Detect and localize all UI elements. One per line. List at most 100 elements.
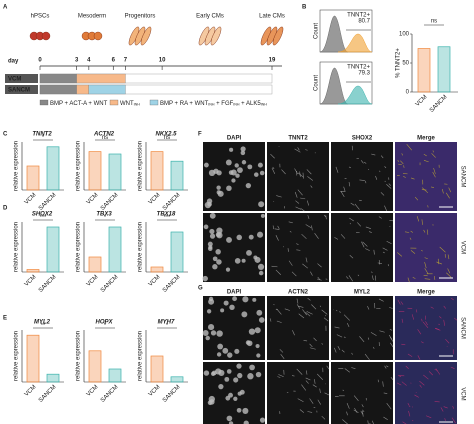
significance: * <box>166 323 169 329</box>
nucleus <box>259 170 265 176</box>
legend-part: BMP + ACT-A + WNT <box>50 101 108 107</box>
fiber <box>309 343 313 348</box>
fiber <box>291 271 297 277</box>
x-tick-label: VCM <box>148 274 162 288</box>
fiber <box>314 379 316 384</box>
x-tick-label: VCM <box>24 192 38 206</box>
fiber <box>305 257 308 263</box>
fiber <box>405 365 409 369</box>
gate-label: TNNT2+ <box>347 13 370 19</box>
nucleus <box>217 190 224 197</box>
fiber <box>383 392 388 394</box>
y-axis-label: relative expression <box>76 141 82 191</box>
fiber <box>284 308 290 311</box>
fiber <box>336 334 343 338</box>
fiber <box>452 405 455 409</box>
fiber <box>317 399 322 405</box>
nucleus <box>241 258 246 263</box>
x-tick-label: SANCM <box>162 384 182 404</box>
significance: ns <box>431 19 437 25</box>
nucleus <box>207 201 212 207</box>
stage-label: Progenitors <box>125 14 156 20</box>
fiber <box>379 170 381 173</box>
nucleus <box>216 352 222 357</box>
fiber <box>346 411 348 416</box>
nucleus <box>242 296 249 303</box>
fiber <box>360 410 364 415</box>
fiber <box>379 330 385 333</box>
nucleus <box>217 343 224 350</box>
gate-value: 80.7 <box>358 19 370 25</box>
fiber <box>423 160 429 163</box>
stage-label: Mesoderm <box>78 14 106 20</box>
panel-label: E <box>3 316 7 322</box>
fiber <box>407 403 410 406</box>
x-tick-label: SANCM <box>38 384 58 404</box>
nucleus <box>258 201 265 208</box>
fiber <box>311 225 313 231</box>
fiber <box>384 205 388 212</box>
gene-title: MYH7 <box>158 320 175 326</box>
fiber <box>410 177 415 180</box>
gene-title: HOPX <box>95 320 113 326</box>
fiber <box>301 233 307 239</box>
nucleus <box>208 298 215 305</box>
nucleus <box>256 353 261 358</box>
y-axis-label: relative expression <box>138 222 144 272</box>
row-label: VCM <box>459 241 465 254</box>
fiber <box>361 241 365 248</box>
cell-icon <box>41 31 51 41</box>
day-tick-label: 6 <box>112 58 116 64</box>
nucleus <box>216 330 223 337</box>
fiber <box>414 196 419 201</box>
micrograph <box>267 296 329 360</box>
fiber <box>271 167 276 175</box>
fiber <box>378 259 381 265</box>
fiber <box>311 304 317 310</box>
fiber <box>309 347 316 350</box>
fiber <box>313 337 317 342</box>
fiber <box>349 217 354 222</box>
nucleus <box>256 231 264 238</box>
fiber <box>388 183 391 186</box>
fiber <box>382 381 384 387</box>
nucleus <box>258 270 264 276</box>
gate-label: TNNT2+ <box>347 65 370 71</box>
nucleus <box>226 369 232 374</box>
stage-label: hPSCs <box>31 14 50 20</box>
fiber <box>351 367 356 369</box>
fiber <box>359 336 365 343</box>
fiber <box>274 228 280 230</box>
nucleus <box>212 256 218 262</box>
fiber <box>403 165 405 168</box>
nucleus <box>207 241 213 247</box>
y-tick-label: 50 <box>402 61 409 67</box>
fiber <box>397 299 401 305</box>
bar <box>108 368 122 383</box>
fiber <box>386 184 392 189</box>
fiber <box>307 200 309 206</box>
nucleus <box>236 407 242 413</box>
gene-title: NKX2.5 <box>155 132 177 138</box>
micrograph <box>395 296 457 360</box>
significance: * <box>104 323 107 329</box>
fiber <box>277 376 281 378</box>
cell-icon <box>140 26 152 46</box>
cell-icon <box>210 26 222 46</box>
y-axis-label: % TNNT2+ <box>396 48 402 78</box>
fiber <box>434 276 436 280</box>
fiber <box>420 341 424 344</box>
day-tick-label: 4 <box>87 58 91 64</box>
fiber <box>377 379 379 383</box>
nucleus <box>247 164 253 170</box>
fiber <box>334 326 340 329</box>
fiber <box>410 230 414 233</box>
fiber <box>430 186 435 188</box>
fiber <box>296 249 301 251</box>
fiber <box>335 166 339 173</box>
fiber <box>295 200 300 204</box>
fiber <box>373 249 375 255</box>
fiber <box>419 384 422 388</box>
fiber <box>415 309 418 313</box>
